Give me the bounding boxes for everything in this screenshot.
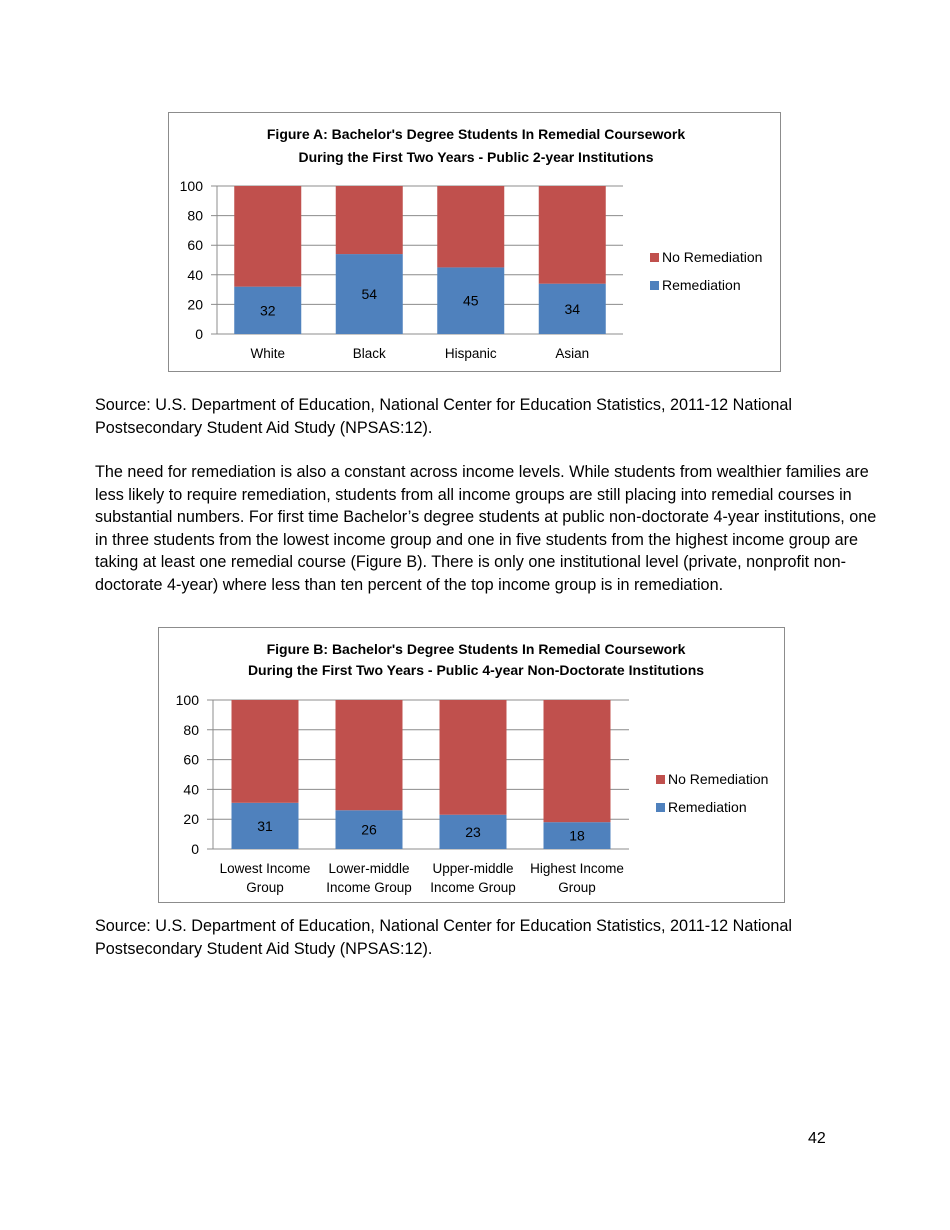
figure-a-chart: Figure A: Bachelor's Degree Students In … (168, 112, 781, 372)
x-category-label: Highest Income (530, 861, 624, 876)
x-category-label: Lower-middle (328, 861, 409, 876)
bar-no-remediation (437, 186, 505, 268)
data-label: 23 (465, 824, 481, 840)
y-tick-label: 0 (191, 841, 199, 857)
y-tick-label: 0 (195, 326, 203, 342)
x-category-label: Asian (555, 346, 589, 361)
body-paragraph: The need for remediation is also a const… (95, 463, 877, 594)
bar-remediation (335, 254, 403, 334)
legend-label: No Remediation (668, 771, 768, 787)
data-label: 32 (260, 302, 276, 318)
bar-no-remediation (335, 186, 403, 255)
y-tick-label: 40 (187, 267, 203, 283)
y-tick-label: 20 (183, 811, 199, 827)
x-category-label: Group (558, 880, 596, 895)
bar-remediation (543, 822, 611, 849)
bar-no-remediation (231, 700, 299, 803)
bar-remediation (335, 810, 403, 849)
y-tick-label: 80 (183, 722, 199, 738)
bar-no-remediation (543, 700, 611, 823)
y-tick-label: 20 (187, 296, 203, 312)
x-category-label: Income Group (430, 880, 516, 895)
figure-a-source: Source: U.S. Department of Education, Na… (95, 396, 793, 437)
x-category-label: Hispanic (445, 346, 497, 361)
y-tick-label: 80 (187, 208, 203, 224)
y-tick-label: 100 (180, 178, 204, 194)
figure-b-chart: Figure B: Bachelor's Degree Students In … (158, 627, 785, 903)
chart-subtitle: During the First Two Years - Public 2-ye… (299, 149, 654, 165)
x-category-label: Upper-middle (432, 861, 513, 876)
y-tick-label: 40 (183, 781, 199, 797)
data-label: 54 (361, 286, 377, 302)
chart-subtitle: During the First Two Years - Public 4-ye… (248, 662, 704, 678)
page-number: 42 (808, 1130, 826, 1147)
bar-no-remediation (439, 700, 507, 815)
figure-b-source: Source: U.S. Department of Education, Na… (95, 917, 793, 958)
x-category-label: Lowest Income (220, 861, 311, 876)
data-label: 31 (257, 818, 273, 834)
x-category-label: Income Group (326, 880, 412, 895)
bar-no-remediation (335, 700, 403, 811)
bar-no-remediation (538, 186, 606, 284)
bar-remediation (234, 286, 302, 334)
data-label: 26 (361, 822, 377, 838)
bar-remediation (439, 814, 507, 849)
x-category-label: White (250, 346, 285, 361)
data-label: 18 (569, 828, 585, 844)
x-category-label: Group (246, 880, 284, 895)
legend-swatch (650, 281, 659, 290)
y-tick-label: 60 (187, 237, 203, 253)
chart-title: Figure A: Bachelor's Degree Students In … (267, 126, 685, 142)
data-label: 45 (463, 293, 479, 309)
legend-label: Remediation (668, 799, 747, 815)
data-label: 34 (564, 301, 580, 317)
bar-remediation (437, 267, 505, 334)
y-tick-label: 60 (183, 752, 199, 768)
legend-label: Remediation (662, 277, 741, 293)
legend-swatch (656, 803, 665, 812)
legend-swatch (650, 253, 659, 262)
legend-label: No Remediation (662, 249, 762, 265)
y-tick-label: 100 (176, 692, 200, 708)
bar-no-remediation (234, 186, 302, 287)
bar-remediation (231, 802, 299, 849)
x-category-label: Black (353, 346, 386, 361)
legend-swatch (656, 775, 665, 784)
bar-remediation (538, 283, 606, 334)
chart-title: Figure B: Bachelor's Degree Students In … (267, 641, 686, 657)
